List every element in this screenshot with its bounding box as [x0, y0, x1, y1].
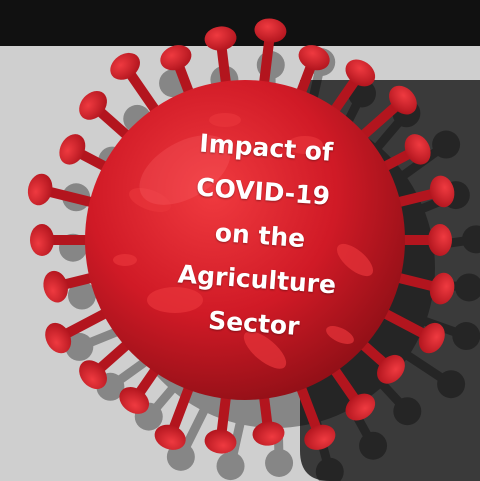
virus-spike-knob: [345, 59, 376, 87]
virus-spike-knob: [429, 175, 455, 208]
virus-spike-knob: [204, 429, 237, 454]
virus-spike-knob: [27, 173, 53, 206]
virus-spot: [243, 331, 287, 369]
virus-spike-knob: [377, 354, 405, 384]
virus-spike-knob: [252, 421, 285, 446]
virus-spike-knob: [429, 272, 455, 305]
virus-spike-knob: [79, 91, 107, 120]
virus-spot: [129, 187, 171, 213]
virus-spot: [287, 136, 323, 154]
virus-spike-knob: [418, 322, 445, 354]
virus-spike-knob: [204, 26, 237, 51]
virus-spike-knob: [45, 322, 72, 354]
virus-spot: [209, 113, 241, 127]
page-title: Impact of COVID-19 on the Agriculture Se…: [153, 119, 368, 352]
virus-spike-knob: [43, 270, 68, 303]
coronavirus-icon: [27, 18, 455, 454]
virus-body: [85, 80, 405, 400]
virus-spike-knob: [59, 134, 86, 165]
virus-spike-knob: [404, 134, 431, 165]
virus-highlight: [139, 135, 231, 205]
virus-spot: [326, 326, 354, 344]
virus-spike-knob: [154, 424, 186, 450]
virus-spike-knob: [110, 52, 140, 80]
virus-spike-knob: [389, 85, 417, 115]
virus-spike-knob: [428, 224, 452, 256]
virus-spike-knob: [254, 18, 287, 43]
virus-spike-knob: [79, 360, 107, 389]
virus-spike-knob: [160, 45, 192, 71]
virus-spot: [113, 254, 137, 266]
virus-spike-knob: [345, 393, 376, 421]
virus-spot: [147, 287, 203, 313]
virus-spot: [336, 243, 374, 277]
top-bar: [0, 0, 480, 46]
virus-spike-knob: [298, 45, 330, 71]
virus-spike-knob: [30, 224, 54, 256]
virus-spike-knob: [304, 424, 336, 450]
virus-spike-knob: [119, 387, 150, 414]
